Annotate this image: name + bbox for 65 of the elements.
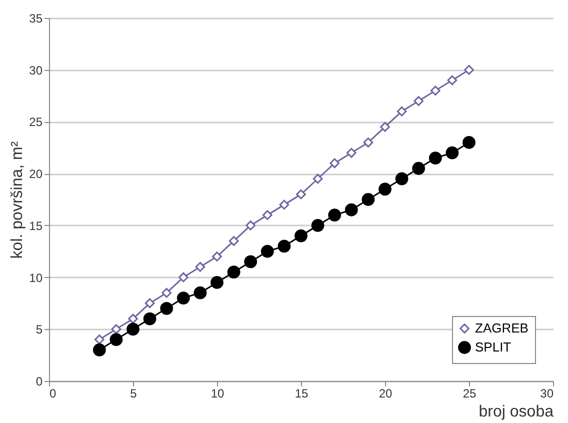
x-tick-label: 5 [130, 386, 138, 400]
point [296, 189, 306, 200]
point [160, 302, 174, 315]
point [380, 122, 390, 132]
point [412, 162, 426, 175]
point [344, 203, 358, 216]
point [462, 136, 476, 149]
point [126, 322, 140, 336]
y-tick-label: 25 [29, 115, 43, 130]
x-tick-label: 20 [378, 386, 392, 400]
point [294, 229, 308, 242]
point [328, 208, 342, 222]
point [176, 292, 190, 304]
point [194, 286, 207, 300]
point [447, 75, 458, 86]
point [246, 220, 256, 230]
point [212, 252, 222, 262]
point [330, 158, 340, 168]
y-tick-label: 30 [29, 63, 43, 78]
point [430, 86, 440, 96]
point [428, 152, 442, 164]
y-tick-label: 0 [36, 374, 43, 388]
point [396, 106, 407, 116]
point [362, 193, 375, 206]
point [210, 276, 224, 289]
point [260, 244, 274, 258]
point [363, 138, 374, 148]
point [378, 182, 392, 196]
y-tick-label: 20 [29, 167, 43, 182]
point [279, 200, 290, 210]
point [244, 255, 258, 268]
point [227, 266, 240, 279]
point [312, 174, 323, 184]
x-tick-label: 30 [540, 386, 554, 400]
point [446, 146, 459, 160]
point [178, 272, 188, 282]
y-tick-label: 10 [29, 270, 43, 285]
y-tick-label: 15 [29, 218, 43, 233]
point [92, 343, 106, 356]
point [195, 262, 206, 272]
x-tick-label: 0 [50, 386, 56, 400]
y-tick-label: 5 [36, 322, 43, 337]
point [346, 148, 356, 158]
legend-label: ZAGREB [475, 320, 528, 336]
point [464, 64, 474, 75]
point [143, 312, 156, 326]
y-tick-label: 35 [29, 12, 43, 26]
point [311, 218, 324, 232]
y-axis-title: kol. površina, m² [9, 140, 26, 259]
point [111, 324, 122, 334]
x-axis-title: broj osoba [478, 404, 554, 420]
point [278, 240, 291, 253]
point [128, 314, 138, 324]
point [144, 298, 155, 308]
point [228, 236, 239, 246]
point [94, 334, 104, 344]
x-tick-label: 15 [294, 386, 308, 400]
point [162, 288, 172, 298]
point [395, 172, 408, 186]
point [262, 210, 272, 220]
point [110, 333, 123, 346]
legend-label: SPLIT [475, 340, 512, 354]
x-tick-label: 10 [210, 386, 224, 400]
point [414, 96, 424, 106]
x-tick-label: 25 [462, 386, 476, 400]
